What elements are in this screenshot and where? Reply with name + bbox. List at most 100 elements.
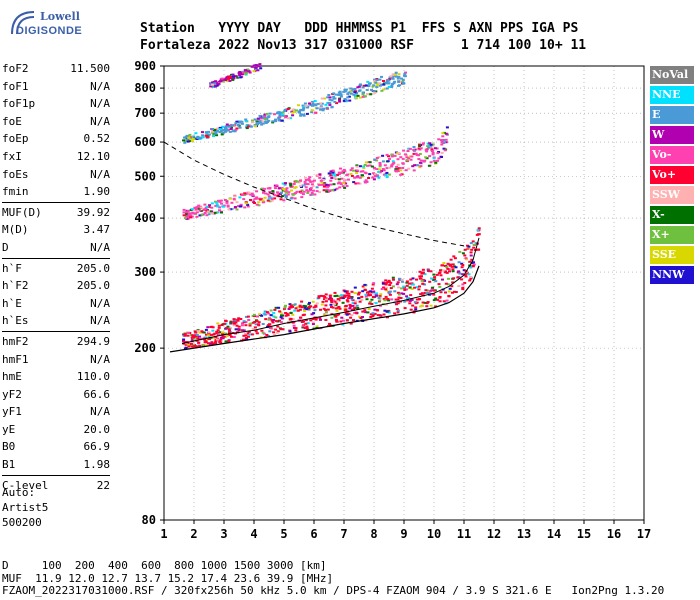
echo-point <box>371 312 375 315</box>
y-tick-label: 500 <box>134 169 156 183</box>
echo-point <box>190 208 194 211</box>
echo-point <box>382 169 386 172</box>
echo-point <box>355 96 358 99</box>
echo-point <box>284 195 288 198</box>
echo-point <box>441 269 445 272</box>
echo-point <box>256 121 259 124</box>
echo-point <box>349 316 353 319</box>
echo-point <box>319 102 322 105</box>
echo-point <box>340 171 344 174</box>
echo-point <box>322 182 326 185</box>
echo-point <box>334 315 338 318</box>
auto-software: Artist5 <box>2 501 49 514</box>
echo-point <box>268 200 272 203</box>
echo-point <box>209 85 213 88</box>
echo-point <box>433 147 437 150</box>
echo-point <box>311 318 315 320</box>
echo-point <box>227 331 231 334</box>
param-name: foF1 <box>2 79 29 93</box>
echo-point <box>229 322 233 325</box>
echo-point <box>216 211 220 214</box>
echo-point <box>280 314 283 317</box>
echo-point <box>333 188 337 191</box>
echo-point <box>408 147 412 150</box>
echo-point <box>224 77 228 80</box>
echo-point <box>222 131 226 134</box>
echo-point <box>183 334 187 337</box>
echo-point <box>215 330 219 333</box>
echo-point <box>310 191 314 194</box>
echo-point <box>209 342 213 345</box>
echo-point <box>452 255 456 258</box>
echo-point <box>432 159 436 162</box>
echo-point <box>350 314 354 317</box>
param-value: N/A <box>90 352 110 366</box>
echo-point <box>224 79 228 81</box>
echo-point <box>329 170 333 173</box>
echo-point <box>251 327 255 330</box>
param-name: h`Es <box>2 314 29 328</box>
echo-point <box>335 309 339 312</box>
echo-point <box>191 343 195 346</box>
echo-point <box>307 303 311 306</box>
echo-point <box>232 320 236 323</box>
echo-point <box>375 78 379 80</box>
echo-point <box>390 298 394 301</box>
echo-point <box>232 336 236 338</box>
echo-point <box>309 193 313 196</box>
echo-point <box>270 199 274 202</box>
echo-point <box>247 330 251 333</box>
echo-point <box>392 285 395 288</box>
echo-point <box>244 72 248 75</box>
echo-point <box>349 173 353 175</box>
echo-point <box>420 272 424 275</box>
echo-point <box>382 313 386 316</box>
dashed-profile-line <box>163 141 465 247</box>
echo-point <box>257 323 260 326</box>
echo-point <box>314 304 318 307</box>
echo-point <box>338 100 342 103</box>
param-name: MUF(D) <box>2 205 42 219</box>
echo-point <box>284 304 287 307</box>
echo-point <box>253 202 256 204</box>
echo-point <box>214 132 218 135</box>
echo-point <box>319 105 323 108</box>
echo-point <box>384 82 388 85</box>
echo-point <box>214 204 218 207</box>
echo-point <box>291 313 295 316</box>
echo-point <box>361 93 365 96</box>
y-tick-label: 900 <box>134 59 156 73</box>
echo-point <box>390 85 394 87</box>
echo-point <box>248 324 252 327</box>
echo-point <box>299 179 303 182</box>
echo-point <box>433 276 437 279</box>
echo-point <box>267 119 271 122</box>
echo-point <box>377 297 381 299</box>
echo-point <box>251 119 254 122</box>
echo-point <box>272 319 275 321</box>
echo-point <box>356 176 360 179</box>
echo-point <box>240 329 244 332</box>
echo-point <box>374 81 378 84</box>
echo-point <box>229 127 233 130</box>
echo-point <box>274 316 278 319</box>
echo-point <box>280 312 284 315</box>
echo-point <box>193 345 197 348</box>
echo-point <box>320 97 324 100</box>
echo-point <box>245 127 249 130</box>
echo-point <box>311 103 315 106</box>
echo-point <box>332 92 336 95</box>
param-value: N/A <box>90 314 110 328</box>
echo-point <box>372 167 376 170</box>
echo-point <box>289 317 293 320</box>
echo-point <box>452 277 456 280</box>
echo-point <box>470 258 474 261</box>
echo-point <box>201 134 205 137</box>
echo-point <box>461 288 465 291</box>
echo-point <box>391 77 395 80</box>
echo-point <box>305 112 309 115</box>
echo-point <box>268 187 272 190</box>
echo-point <box>191 137 195 140</box>
echo-point <box>377 176 381 179</box>
echo-point <box>222 204 226 207</box>
